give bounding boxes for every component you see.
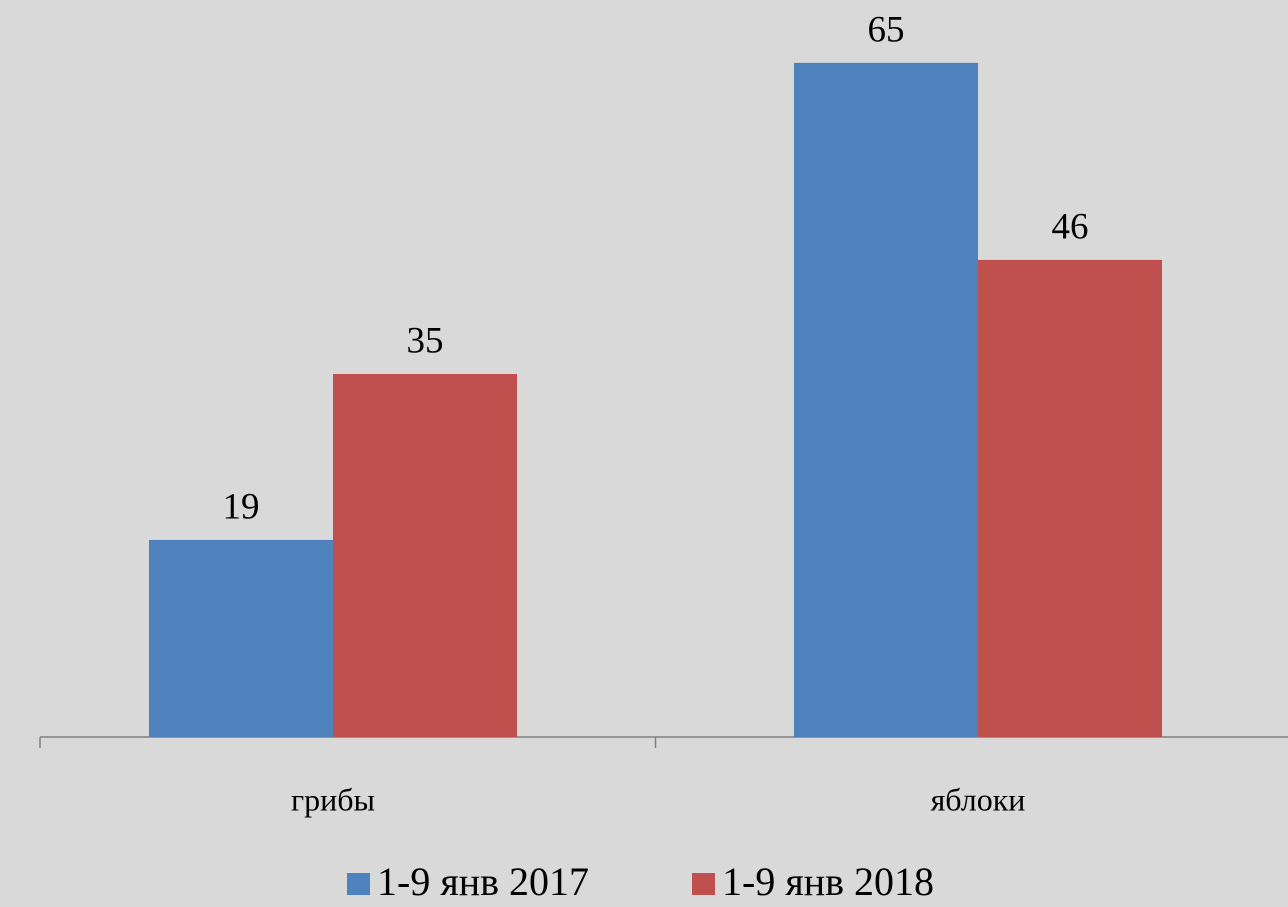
- bar: [333, 374, 517, 737]
- legend-label: 1-9 янв 2018: [722, 859, 934, 904]
- data-label: 65: [868, 9, 905, 50]
- bar: [149, 539, 333, 737]
- x-tick-label: яблоки: [931, 781, 1026, 817]
- legend-label: 1-9 янв 2017: [377, 859, 589, 904]
- bar: [794, 62, 978, 738]
- x-tick-label: грибы: [291, 781, 375, 817]
- data-label: 19: [223, 486, 260, 527]
- legend-swatch: [347, 873, 370, 895]
- legend-swatch: [692, 873, 715, 895]
- bar: [978, 259, 1162, 737]
- data-label: 46: [1052, 206, 1089, 247]
- data-label: 35: [407, 320, 444, 361]
